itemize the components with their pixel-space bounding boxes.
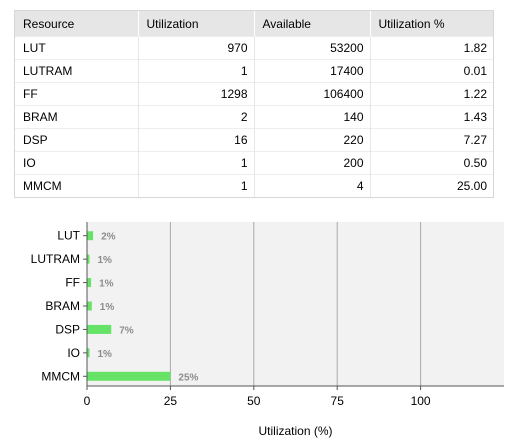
bar-label: 25% — [178, 372, 198, 383]
utilization-bar-chart-svg: 2% 1% 1% 1% 7% 1% 25% 0 25 50 75 100 LUT LUTRAM FF BRA… — [31, 222, 504, 438]
x-axis-title: Utilization (%) — [258, 424, 332, 438]
y-tick-label: BRAM — [45, 299, 80, 313]
utilization-cell: 16 — [138, 128, 255, 152]
y-tick-label: IO — [67, 346, 80, 360]
available-cell: 106400 — [254, 82, 371, 106]
bar — [87, 348, 90, 358]
available-cell: 220 — [254, 128, 371, 152]
table-row[interactable]: LUT 970 53200 1.82 — [15, 36, 493, 60]
table-row[interactable]: MMCM 1 4 25.00 — [15, 174, 493, 197]
y-tick-label: DSP — [55, 322, 80, 336]
utilization-percent-cell: 1.43 — [370, 105, 493, 129]
plot-area — [87, 222, 504, 386]
available-cell: 200 — [254, 151, 371, 175]
utilization-percent-cell: 1.82 — [370, 36, 493, 60]
resource-cell: BRAM — [15, 105, 139, 129]
available-cell: 53200 — [254, 36, 371, 60]
utilization-table: Resource Utilization Available Utilizati… — [14, 10, 494, 198]
utilization-cell: 970 — [138, 36, 255, 60]
x-tick-label: 75 — [331, 394, 345, 408]
utilization-percent-cell: 7.27 — [370, 128, 493, 152]
bar-label: 1% — [100, 302, 115, 313]
bar-label: 1% — [98, 349, 113, 360]
x-tick-label: 25 — [164, 394, 178, 408]
column-header-resource[interactable]: Resource — [15, 11, 139, 37]
resource-cell: LUT — [15, 36, 139, 60]
utilization-cell: 1298 — [138, 82, 255, 106]
utilization-cell: 2 — [138, 105, 255, 129]
utilization-chart: 2% 1% 1% 1% 7% 1% 25% 0 25 50 75 100 LUT LUTRAM FF BRA… — [0, 210, 516, 446]
bar — [87, 301, 92, 311]
resource-cell: LUTRAM — [15, 59, 139, 83]
utilization-percent-cell: 0.50 — [370, 151, 493, 175]
bar-label: 7% — [119, 325, 134, 336]
bar — [87, 371, 171, 381]
y-tick-label: MMCM — [41, 369, 80, 383]
x-tick-label: 100 — [411, 394, 431, 408]
utilization-percent-cell: 1.22 — [370, 82, 493, 106]
resource-cell: DSP — [15, 128, 139, 152]
bar — [87, 254, 90, 264]
table-header-row: Resource Utilization Available Utilizati… — [15, 11, 493, 37]
resource-cell: IO — [15, 151, 139, 175]
utilization-cell: 1 — [138, 59, 255, 83]
bar — [87, 278, 92, 288]
table-row[interactable]: DSP 16 220 7.27 — [15, 128, 493, 152]
available-cell: 4 — [254, 174, 371, 197]
utilization-percent-cell: 0.01 — [370, 59, 493, 83]
bar — [87, 231, 94, 241]
column-header-available[interactable]: Available — [254, 11, 371, 37]
table-row[interactable]: IO 1 200 0.50 — [15, 151, 493, 175]
grid-lines — [169, 222, 422, 386]
table-row[interactable]: LUTRAM 1 17400 0.01 — [15, 59, 493, 83]
column-header-utilization[interactable]: Utilization — [138, 11, 255, 37]
resource-cell: FF — [15, 82, 139, 106]
axes: 0 25 50 75 100 LUT LUTRAM FF BRAM DSP IO MMCM — [31, 222, 504, 408]
resource-cell: MMCM — [15, 174, 139, 197]
x-tick-label: 0 — [84, 394, 91, 408]
bar-label: 2% — [101, 232, 116, 243]
utilization-percent-cell: 25.00 — [370, 174, 493, 197]
y-tick-label: LUTRAM — [31, 252, 80, 266]
bar — [87, 324, 112, 334]
available-cell: 140 — [254, 105, 371, 129]
bar-label: 1% — [99, 279, 114, 290]
table-row[interactable]: FF 1298 106400 1.22 — [15, 82, 493, 106]
y-tick-label: LUT — [57, 229, 80, 243]
bars: 2% 1% 1% 1% 7% 1% 25% — [87, 231, 199, 383]
y-tick-label: FF — [65, 276, 80, 290]
utilization-cell: 1 — [138, 151, 255, 175]
bar-label: 1% — [98, 255, 113, 266]
table-row[interactable]: BRAM 2 140 1.43 — [15, 105, 493, 129]
column-header-utilization-percent[interactable]: Utilization % — [370, 11, 493, 37]
utilization-cell: 1 — [138, 174, 255, 197]
x-tick-label: 50 — [247, 394, 261, 408]
available-cell: 17400 — [254, 59, 371, 83]
